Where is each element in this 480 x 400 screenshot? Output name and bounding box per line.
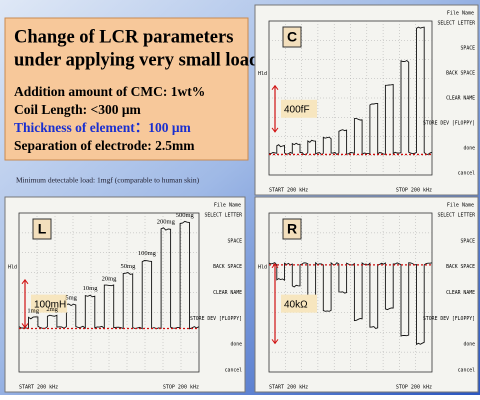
scope-side: Hld xyxy=(8,265,17,271)
spec: Separation of electrode: 2.5mm xyxy=(14,138,195,153)
panel-letter: R xyxy=(287,221,297,237)
spec: Thickness of element：100 μm xyxy=(14,120,192,135)
scale-label: 40kΩ xyxy=(284,299,308,310)
scope-menu: cancel xyxy=(458,171,475,177)
scope-panel: File Name SELECT LETTER SPACE BACK SPACE CLE… xyxy=(255,197,478,392)
scope-menu: SPACE xyxy=(461,46,476,52)
scope-menu: SELECT LETTER xyxy=(437,21,475,27)
scope-menu: SELECT LETTER xyxy=(437,213,475,219)
scope-stop: STOP 200 kHz xyxy=(163,385,199,391)
scope-header: File Name xyxy=(447,11,474,17)
scope-menu: STORE DEV [FLOPPY] xyxy=(423,121,475,127)
scope-panel: File Name SELECT LETTER SPACE BACK SPACE CLE… xyxy=(5,197,245,392)
load-label: 100mg xyxy=(138,250,157,257)
scope-menu: SPACE xyxy=(461,238,476,244)
scope-side: Hld xyxy=(258,265,267,271)
scope-menu: STORE DEV [FLOPPY] xyxy=(190,316,242,322)
load-label: 5mg xyxy=(65,295,77,302)
note: Minimum detectable load: 1mgf (comparabl… xyxy=(16,176,200,185)
scope-start: START 200 kHz xyxy=(269,385,308,391)
scope-menu: CLEAR NAME xyxy=(446,96,475,102)
scope-header: File Name xyxy=(447,203,474,209)
scope-header: File Name xyxy=(214,203,241,209)
load-label: 50mg xyxy=(121,263,137,270)
scope-stop: STOP 200 kHz xyxy=(396,385,432,391)
scope-menu: STORE DEV [FLOPPY] xyxy=(423,316,475,322)
load-label: 10mg xyxy=(83,285,99,292)
scope-menu: BACK SPACE xyxy=(213,264,242,270)
scope-menu: SELECT LETTER xyxy=(204,213,242,219)
scope-stop: STOP 200 kHz xyxy=(396,188,432,194)
scope-menu: cancel xyxy=(225,368,242,374)
scope-start: START 200 kHz xyxy=(269,188,308,194)
scope-menu: CLEAR NAME xyxy=(446,290,475,296)
scope-side: Hld xyxy=(258,71,267,77)
load-label: 1mg xyxy=(27,307,39,314)
load-label: 2mg xyxy=(46,306,58,313)
title: under applying very small loads xyxy=(14,50,267,70)
spec: Addition amount of CMC: 1wt% xyxy=(14,84,205,99)
slide: Change of LCR parameters under applying … xyxy=(0,0,480,395)
scope-menu: done xyxy=(230,342,242,348)
scope-start: START 200 kHz xyxy=(19,385,58,391)
panel-letter: L xyxy=(38,221,47,237)
load-label: 500mg xyxy=(176,212,195,219)
scope-menu: SPACE xyxy=(228,238,243,244)
scope-menu: done xyxy=(463,146,475,152)
spec: Coil Length: <300 μm xyxy=(14,102,141,117)
scope-menu: BACK SPACE xyxy=(446,264,475,270)
load-label: 20mg xyxy=(102,276,118,283)
scope-menu: BACK SPACE xyxy=(446,71,475,77)
title: Change of LCR parameters xyxy=(14,27,233,47)
scale-label: 400fF xyxy=(284,104,310,115)
panel-letter: C xyxy=(287,29,297,45)
scope-menu: CLEAR NAME xyxy=(213,290,242,296)
scope-menu: cancel xyxy=(458,368,475,374)
load-label: 200mg xyxy=(157,218,176,225)
scope-panel: File Name SELECT LETTER SPACE BACK SPACE CLE… xyxy=(255,5,478,195)
scope-menu: done xyxy=(463,342,475,348)
